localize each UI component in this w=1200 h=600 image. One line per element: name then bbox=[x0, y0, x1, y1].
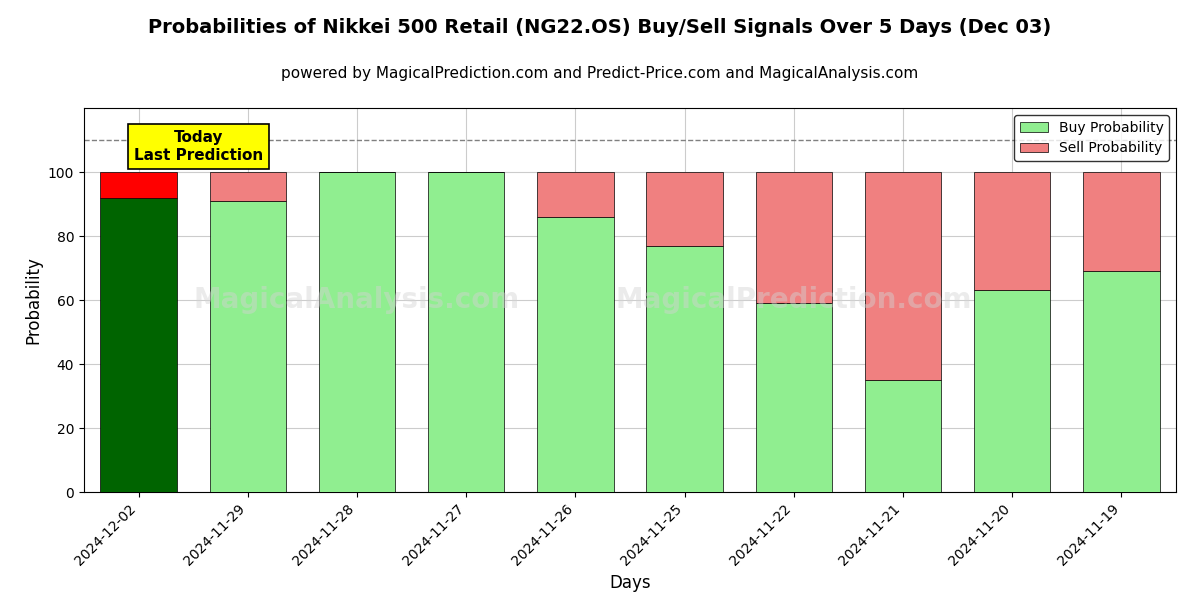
Legend: Buy Probability, Sell Probability: Buy Probability, Sell Probability bbox=[1014, 115, 1169, 161]
Bar bbox=[1084, 172, 1159, 271]
Bar bbox=[319, 172, 395, 492]
Bar bbox=[647, 245, 722, 492]
Text: MagicalPrediction.com: MagicalPrediction.com bbox=[616, 286, 972, 314]
Text: Today
Last Prediction: Today Last Prediction bbox=[134, 130, 263, 163]
X-axis label: Days: Days bbox=[610, 574, 650, 592]
Bar bbox=[101, 172, 176, 197]
Bar bbox=[974, 172, 1050, 290]
Bar bbox=[974, 290, 1050, 492]
Bar bbox=[1084, 271, 1159, 492]
Bar bbox=[210, 172, 286, 201]
Bar bbox=[865, 380, 941, 492]
Text: MagicalAnalysis.com: MagicalAnalysis.com bbox=[194, 286, 520, 314]
Bar bbox=[865, 172, 941, 380]
Y-axis label: Probability: Probability bbox=[24, 256, 42, 344]
Bar bbox=[647, 172, 722, 245]
Bar bbox=[101, 197, 176, 492]
Bar bbox=[756, 303, 832, 492]
Bar bbox=[538, 172, 613, 217]
Text: powered by MagicalPrediction.com and Predict-Price.com and MagicalAnalysis.com: powered by MagicalPrediction.com and Pre… bbox=[281, 66, 919, 81]
Bar bbox=[756, 172, 832, 303]
Bar bbox=[428, 172, 504, 492]
Bar bbox=[210, 201, 286, 492]
Text: Probabilities of Nikkei 500 Retail (NG22.OS) Buy/Sell Signals Over 5 Days (Dec 0: Probabilities of Nikkei 500 Retail (NG22… bbox=[149, 18, 1051, 37]
Bar bbox=[538, 217, 613, 492]
